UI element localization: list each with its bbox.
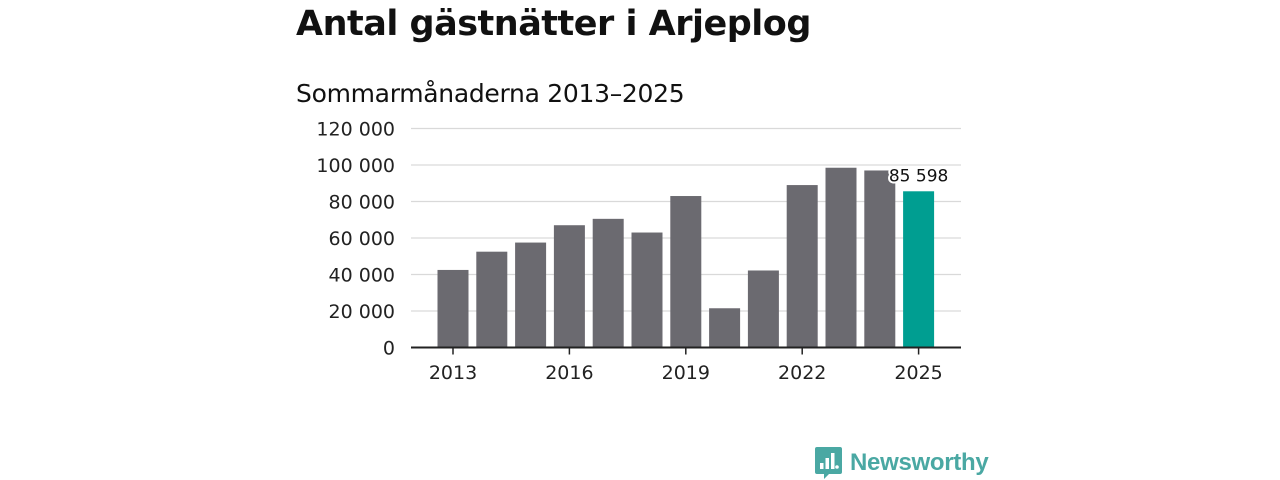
bars [437, 167, 935, 348]
x-tick-label: 2025 [894, 362, 942, 384]
bar [747, 270, 779, 348]
chart-subtitle: Sommarmånaderna 2013–2025 [296, 79, 685, 108]
bar [670, 196, 702, 348]
bar [592, 218, 624, 348]
bar [437, 269, 469, 348]
y-tick-label: 120 000 [316, 119, 395, 141]
bar [825, 167, 857, 348]
x-axis-ticks: 2013 2016 2019 2022 2025 [429, 347, 943, 384]
x-tick-label: 2022 [778, 362, 826, 384]
bar-highlight [903, 191, 935, 348]
bar [786, 185, 818, 348]
data-label-2025: 85 598 [889, 166, 948, 186]
chart-title: Antal gästnätter i Arjeplog [296, 4, 811, 44]
y-tick-label: 0 [383, 338, 395, 360]
bar [864, 170, 896, 348]
bar [553, 225, 585, 348]
bar [476, 251, 508, 348]
newsworthy-brand: Newsworthy [815, 446, 989, 480]
y-tick-label: 60 000 [329, 228, 395, 250]
x-tick-label: 2016 [545, 362, 593, 384]
bar [515, 242, 547, 348]
y-tick-label: 100 000 [316, 155, 395, 177]
y-tick-label: 20 000 [329, 301, 395, 323]
y-tick-label: 40 000 [329, 265, 395, 287]
x-tick-label: 2013 [429, 362, 477, 384]
bar [631, 232, 663, 348]
brand-name: Newsworthy [850, 449, 989, 476]
newsworthy-logo-icon [815, 447, 842, 479]
y-tick-label: 80 000 [329, 192, 395, 214]
y-axis-labels: 0 20 000 40 000 60 000 80 000 100 000 120 000 [316, 119, 395, 360]
data-labels: 85 598 [887, 164, 950, 188]
bar [709, 308, 741, 348]
x-tick-label: 2019 [662, 362, 710, 384]
